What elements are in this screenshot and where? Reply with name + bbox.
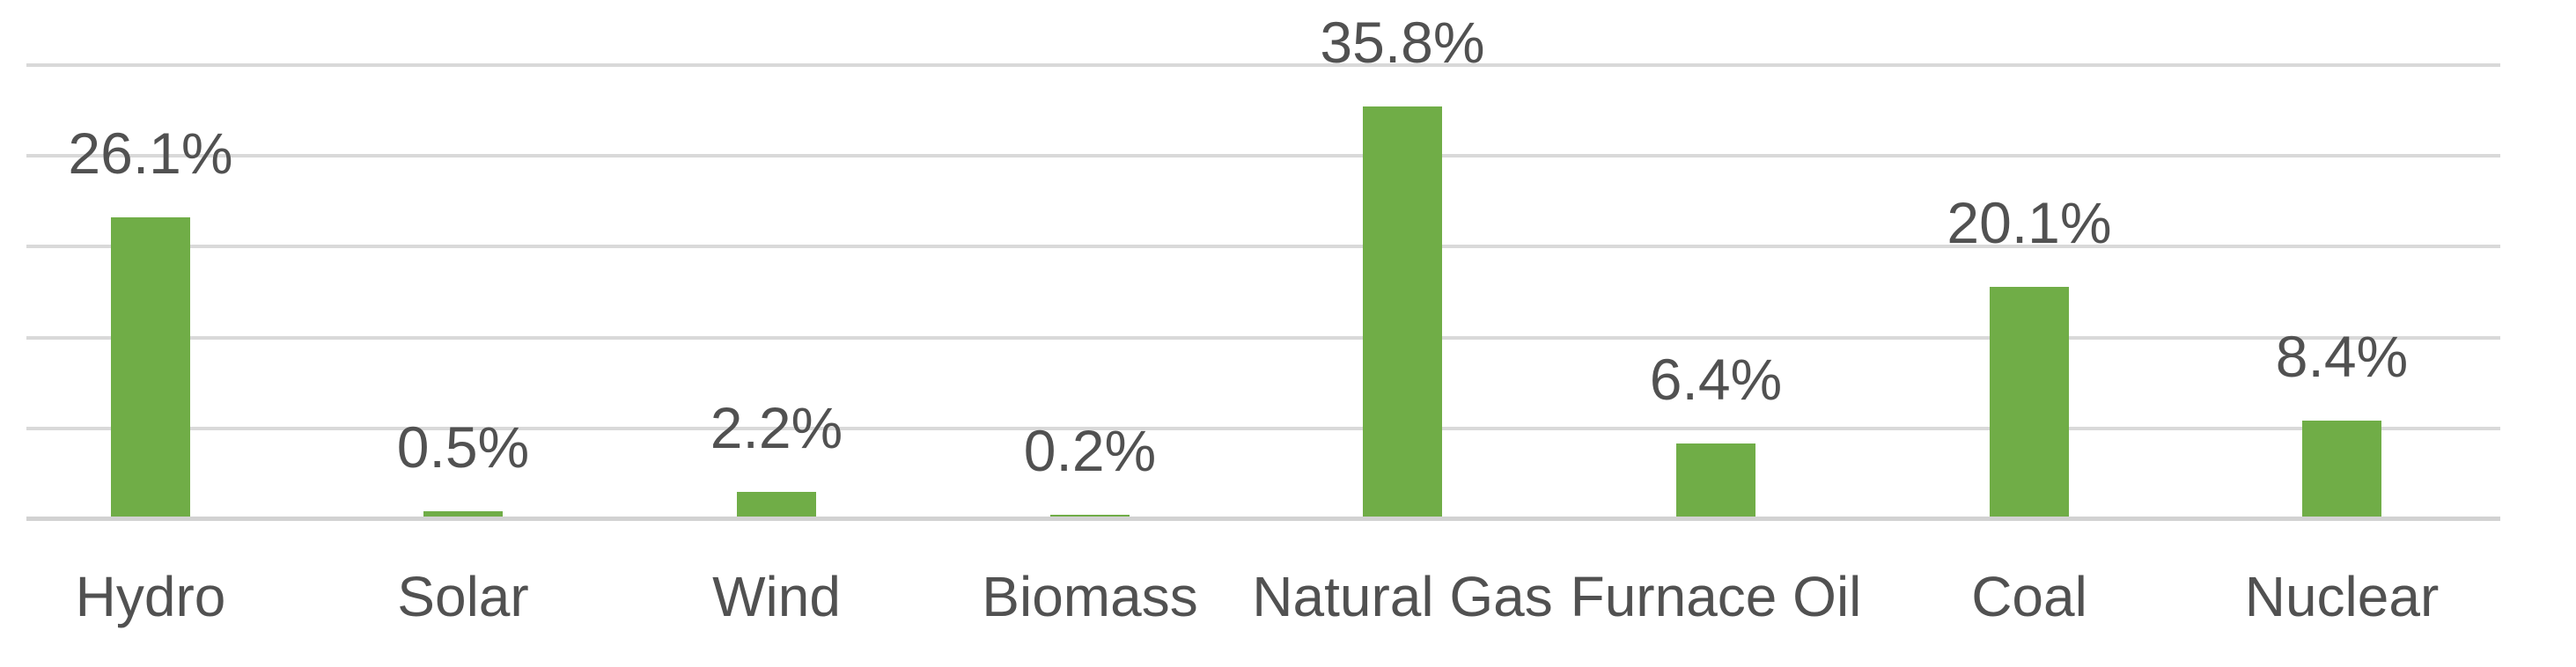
category-label-coal: Coal <box>1971 565 2087 628</box>
bar-coal <box>1990 287 2069 517</box>
bar-furnace-oil <box>1676 443 1755 517</box>
bar-solar <box>423 511 503 517</box>
gridline <box>26 63 2500 67</box>
category-label-nuclear: Nuclear <box>2244 565 2440 628</box>
bar-wind <box>737 492 816 517</box>
gridline <box>26 427 2500 430</box>
bar-hydro <box>111 217 190 517</box>
category-label-natural-gas: Natural Gas <box>1252 565 1553 628</box>
data-label-nuclear: 8.4% <box>2275 324 2409 389</box>
gridline <box>26 245 2500 248</box>
category-label-hydro: Hydro <box>75 565 226 628</box>
category-label-solar: Solar <box>397 565 529 628</box>
data-label-solar: 0.5% <box>396 414 530 480</box>
bar-biomass <box>1050 515 1130 517</box>
data-label-furnace-oil: 6.4% <box>1649 347 1783 412</box>
category-label-biomass: Biomass <box>982 565 1198 628</box>
data-label-natural-gas: 35.8% <box>1320 10 1485 75</box>
data-label-coal: 20.1% <box>1947 190 2112 255</box>
gridline <box>26 336 2500 340</box>
gridline <box>26 154 2500 158</box>
x-axis-line <box>26 517 2500 521</box>
category-label-furnace-oil: Furnace Oil <box>1570 565 1862 628</box>
bar-natural-gas <box>1363 106 1442 517</box>
bar-nuclear <box>2302 421 2381 517</box>
category-label-wind: Wind <box>712 565 841 628</box>
data-label-wind: 2.2% <box>710 395 843 460</box>
data-label-biomass: 0.2% <box>1023 418 1157 483</box>
data-label-hydro: 26.1% <box>68 121 233 186</box>
